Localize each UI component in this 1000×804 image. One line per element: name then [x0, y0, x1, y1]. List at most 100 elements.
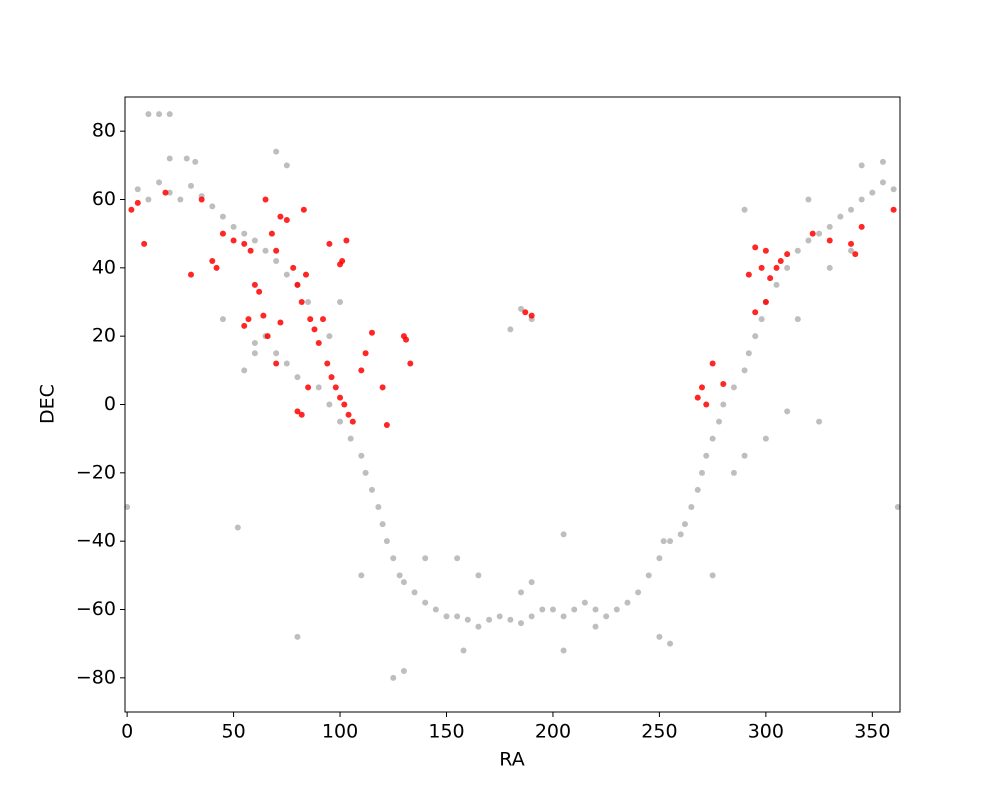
point: [826, 237, 833, 244]
point: [773, 281, 780, 288]
point: [134, 199, 141, 206]
point: [337, 418, 344, 425]
point: [326, 240, 333, 247]
x-tick-label: 0: [121, 721, 133, 743]
point: [762, 247, 769, 254]
point: [858, 196, 865, 203]
point: [358, 572, 365, 579]
y-tick-label: −80: [76, 666, 116, 688]
point: [328, 374, 335, 381]
point: [209, 258, 216, 264]
y-tick-label: 0: [104, 393, 116, 415]
point: [475, 623, 482, 630]
point: [273, 247, 280, 254]
y-tick-label: 80: [92, 120, 116, 142]
point: [188, 271, 195, 278]
point: [656, 555, 663, 562]
point: [251, 350, 258, 357]
point: [852, 251, 859, 258]
point: [305, 299, 312, 305]
point: [784, 264, 791, 271]
point: [703, 401, 710, 408]
point: [613, 606, 620, 613]
point: [277, 319, 284, 326]
point: [273, 350, 280, 357]
point: [518, 620, 525, 627]
point: [349, 418, 356, 425]
point: [362, 469, 369, 476]
x-tick-label: 350: [854, 721, 890, 743]
point: [305, 384, 312, 391]
point: [339, 258, 346, 264]
point: [302, 271, 309, 278]
point: [603, 613, 610, 620]
y-tick-label: −40: [76, 530, 116, 552]
point: [375, 504, 382, 510]
point: [507, 616, 514, 623]
point: [422, 555, 429, 562]
point: [703, 452, 710, 459]
point: [694, 486, 701, 493]
point: [758, 316, 765, 323]
point: [341, 401, 348, 408]
point: [762, 435, 769, 442]
point: [656, 633, 663, 640]
point: [358, 452, 365, 459]
point: [411, 589, 418, 596]
point: [528, 312, 535, 319]
point: [805, 196, 812, 203]
y-tick-label: −60: [76, 598, 116, 620]
point: [368, 329, 375, 336]
point: [486, 616, 493, 623]
point: [758, 264, 765, 271]
point: [528, 579, 535, 586]
point: [784, 251, 791, 258]
y-tick-label: 20: [92, 325, 116, 347]
point: [432, 606, 439, 613]
point: [809, 230, 816, 237]
point: [283, 271, 290, 278]
point: [454, 613, 461, 620]
point: [762, 299, 769, 305]
point: [560, 531, 567, 538]
point: [390, 674, 397, 681]
point: [192, 158, 199, 165]
point: [162, 189, 169, 196]
point: [709, 360, 716, 367]
point: [209, 203, 216, 210]
point: [698, 384, 705, 391]
point: [241, 367, 248, 374]
point: [716, 418, 723, 425]
point: [245, 316, 252, 323]
point: [241, 322, 248, 329]
point: [198, 196, 205, 203]
point: [635, 589, 642, 596]
point: [730, 469, 737, 476]
point: [571, 606, 578, 613]
point: [343, 237, 350, 244]
point: [848, 247, 855, 254]
point: [549, 606, 556, 613]
point: [300, 206, 307, 213]
point: [496, 613, 503, 620]
point: [268, 230, 275, 237]
point: [460, 647, 467, 654]
point: [400, 668, 407, 674]
x-axis-label: RA: [499, 749, 524, 771]
point: [262, 196, 269, 203]
x-tick-label: 100: [322, 721, 358, 743]
point: [166, 155, 173, 162]
point: [315, 384, 322, 391]
point: [422, 599, 429, 606]
point: [234, 524, 241, 531]
point: [219, 213, 226, 220]
point: [166, 111, 173, 118]
point: [251, 237, 258, 244]
point: [241, 240, 248, 247]
point: [773, 264, 780, 271]
point: [784, 408, 791, 415]
point: [777, 258, 784, 264]
point: [709, 572, 716, 579]
point: [390, 555, 397, 562]
point: [539, 606, 546, 613]
